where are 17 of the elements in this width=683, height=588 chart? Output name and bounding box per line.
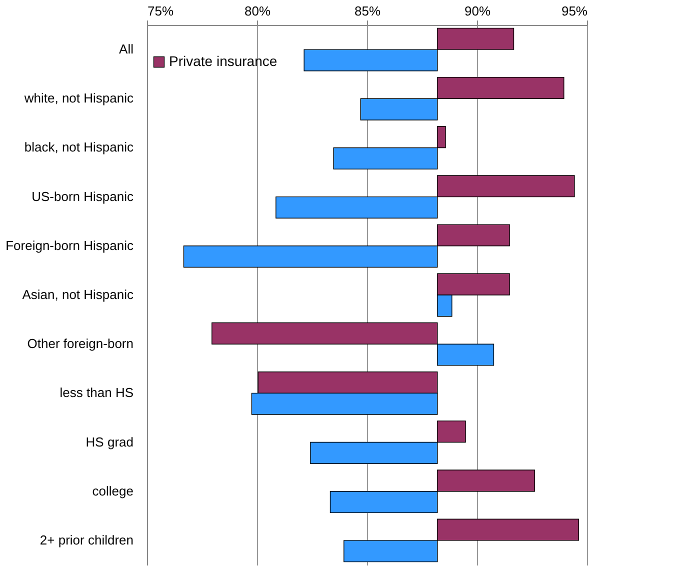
x-tick-label: 75%	[148, 4, 174, 18]
y-tick-label: college	[92, 483, 134, 498]
y-tick-label: less than HS	[60, 385, 134, 400]
y-tick-label: All	[119, 42, 134, 57]
y-tick-label: 2+ prior children	[40, 532, 134, 548]
x-tick-label: 80%	[244, 4, 271, 18]
x-tick-label: 85%	[354, 4, 381, 18]
y-tick-label: Other foreign-born	[27, 336, 134, 352]
y-tick-label: Foreign-born Hispanic	[6, 238, 134, 253]
legend-label: Private insurance	[169, 53, 278, 69]
x-tick-label: 95%	[561, 4, 588, 18]
y-tick-label: Asian, not Hispanic	[22, 287, 134, 302]
x-tick-label: 90%	[464, 4, 491, 18]
y-tick-label: white, not Hispanic	[23, 90, 134, 106]
y-tick-label: black, not Hispanic	[24, 140, 134, 155]
y-tick-label: HS grad	[86, 434, 134, 450]
y-tick-label: US-born Hispanic	[32, 188, 134, 204]
